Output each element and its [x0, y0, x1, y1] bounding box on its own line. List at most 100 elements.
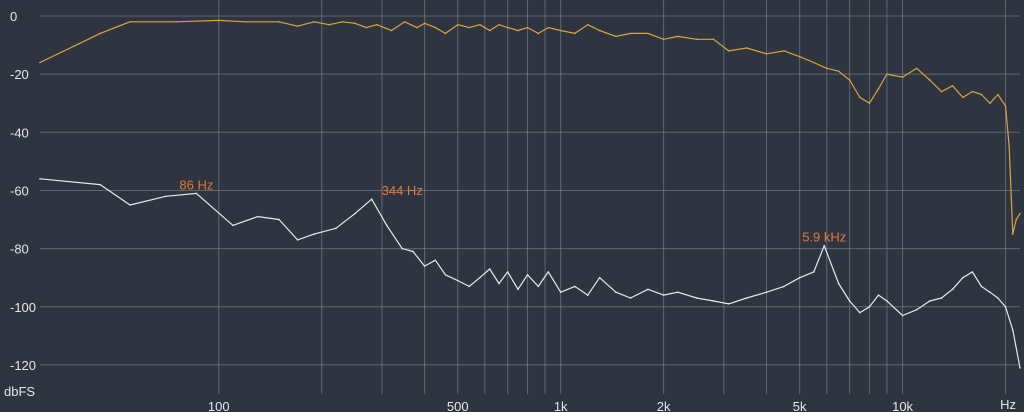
series-point [444, 32, 447, 35]
series-point [1004, 105, 1007, 107]
series-point [1015, 218, 1018, 221]
axis-labels: 0 -20 -40 -60 -80 -100 -120 100 500 1k 2k 5k 10k [10, 9, 914, 412]
series-point [401, 247, 404, 250]
series-point [328, 23, 330, 26]
series-point [997, 93, 999, 96]
series-point [354, 212, 356, 215]
series-point [837, 70, 840, 73]
series-point [1008, 146, 1010, 148]
series-point [825, 67, 828, 70]
series-point [488, 268, 491, 270]
series-point [278, 218, 280, 221]
series-point [783, 285, 785, 288]
series-point [488, 29, 491, 32]
series-point [412, 250, 414, 253]
series-point [901, 314, 904, 317]
series-point [727, 50, 730, 52]
series-point [547, 26, 550, 29]
series-point [129, 204, 131, 206]
x-tick-label: 500 [447, 399, 469, 412]
series-point [1019, 212, 1021, 215]
series-point [376, 23, 378, 26]
series-point [745, 297, 748, 299]
series-point [1004, 305, 1007, 308]
series-point [370, 198, 373, 200]
series-point [478, 276, 481, 279]
series-point [517, 29, 519, 32]
series-point [695, 297, 698, 299]
series-point [341, 21, 344, 23]
series-point [712, 38, 715, 41]
series-point [598, 29, 601, 32]
x-unit-label: Hz [1000, 397, 1016, 412]
series-point [423, 22, 426, 25]
series-point [868, 305, 871, 308]
series-point [468, 285, 470, 288]
y-tick-label: -120 [10, 358, 36, 373]
grid-lines [40, 0, 1020, 394]
series-point [456, 279, 459, 282]
series-point [647, 288, 649, 291]
series-point [385, 224, 388, 227]
series-point [676, 35, 679, 38]
series-point [695, 38, 698, 41]
series-point [559, 291, 562, 294]
series-point [217, 19, 220, 22]
series-point [434, 26, 437, 29]
series-point [165, 195, 167, 198]
series-point [877, 294, 880, 296]
series-point [676, 291, 679, 294]
series-point [175, 21, 177, 23]
series-point [629, 297, 632, 299]
series-point [354, 22, 356, 25]
series-point [940, 297, 943, 299]
series-point [129, 21, 131, 23]
series-point [980, 285, 983, 288]
series-point [99, 32, 102, 35]
series-point [997, 297, 999, 299]
series-point [915, 308, 918, 311]
series-point [313, 233, 315, 235]
series-point [517, 288, 519, 291]
series-point [498, 282, 500, 285]
peak-annotations: 86 Hz 344 Hz 5.9 kHz [179, 177, 846, 244]
series-point [537, 32, 540, 35]
series-point [783, 50, 785, 52]
series-point [456, 23, 459, 26]
series-point [1019, 367, 1021, 369]
series-point [390, 29, 393, 32]
peak-label: 5.9 kHz [802, 230, 846, 245]
series-point [848, 300, 851, 302]
series-point [980, 93, 983, 96]
series-point [296, 239, 299, 241]
series-point [928, 79, 931, 81]
series-point [928, 300, 931, 302]
series-point [823, 244, 826, 247]
series-point [848, 79, 851, 81]
series-point [537, 285, 540, 288]
series-point [961, 276, 964, 279]
series-point [468, 26, 470, 29]
series-point [365, 26, 368, 29]
x-tick-label: 1k [554, 399, 568, 412]
series-point [1011, 233, 1014, 235]
x-tick-label: 2k [657, 399, 671, 412]
y-tick-label: -40 [10, 125, 29, 140]
series-point [526, 26, 529, 29]
series-point [403, 21, 406, 23]
series-point [798, 55, 801, 58]
series-point [868, 102, 871, 105]
series-point [278, 21, 280, 23]
series-point [662, 38, 665, 41]
series-point [989, 291, 991, 294]
series-point [195, 192, 198, 195]
series-point [971, 271, 974, 273]
series-point [526, 273, 529, 276]
series-point [598, 276, 601, 279]
series-point [712, 300, 715, 302]
series-point [256, 215, 259, 218]
series-point [313, 21, 315, 23]
series-point [765, 291, 768, 294]
y-tick-label: -60 [10, 183, 29, 198]
